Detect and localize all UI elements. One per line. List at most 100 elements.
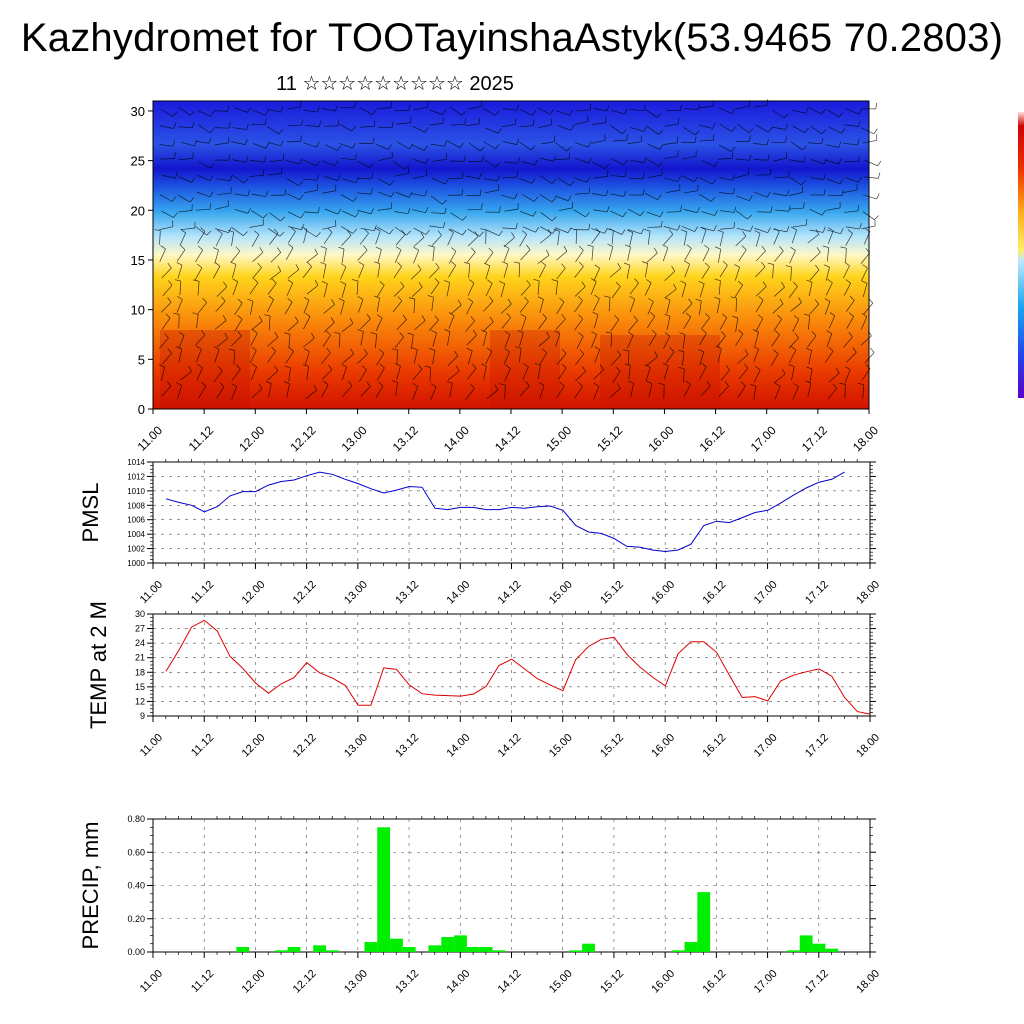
- wind-barb: [735, 236, 747, 247]
- wind-barb-flag: [244, 138, 248, 145]
- wind-barb: [321, 160, 335, 167]
- wind-barb-flag: [714, 296, 721, 300]
- wind-barb: [520, 249, 531, 261]
- wind-barb: [302, 266, 312, 278]
- wind-barb-flag: [192, 312, 199, 315]
- wind-barb-flag: [350, 348, 354, 355]
- wind-barb-flag: [827, 227, 834, 232]
- wind-barb: [484, 252, 494, 264]
- wind-barb-flag: [515, 222, 518, 229]
- wind-barb: [683, 209, 698, 213]
- wind-barb-flag: [448, 312, 455, 316]
- wind-barb: [413, 227, 427, 235]
- wind-barb: [322, 225, 336, 230]
- wind-barb-flag: [701, 362, 707, 368]
- wind-barb: [411, 286, 423, 298]
- wind-barb-flag: [165, 313, 171, 319]
- wind-barb-flag: [341, 363, 347, 368]
- wind-barb: [664, 156, 679, 159]
- wind-barb-flag: [783, 113, 789, 119]
- wind-barb: [845, 177, 859, 183]
- wind-barb-flag: [290, 227, 296, 232]
- wind-barb-flag: [389, 229, 394, 235]
- wind-barb: [718, 157, 733, 160]
- wind-barb: [807, 335, 817, 348]
- wind-barb-flag: [364, 228, 369, 234]
- wind-barb-flag: [623, 190, 627, 197]
- wind-barb-flag: [462, 172, 464, 179]
- wind-barb: [250, 333, 258, 346]
- wind-barb: [683, 231, 688, 246]
- wind-barb-flag: [859, 223, 862, 230]
- wind-barb-flag: [840, 246, 847, 249]
- wind-barb-flag: [526, 244, 531, 250]
- wind-barb-flag: [459, 142, 464, 148]
- wind-barb-flag: [648, 298, 654, 302]
- wind-barb: [735, 317, 739, 332]
- wind-barb-flag: [664, 313, 671, 317]
- wind-barb-flag: [363, 245, 368, 251]
- wind-barb: [772, 303, 784, 314]
- wind-barb: [340, 194, 354, 202]
- wind-barb-flag: [586, 176, 591, 183]
- wind-barb: [558, 207, 573, 211]
- wind-barb: [756, 124, 769, 133]
- wind-barb: [306, 285, 319, 295]
- wind-barb: [411, 209, 426, 214]
- wind-barb: [501, 317, 511, 329]
- wind-barb: [809, 369, 813, 383]
- wind-barb-flag: [257, 262, 262, 268]
- wind-barb: [702, 248, 710, 262]
- wind-barb: [522, 366, 529, 380]
- wind-barb: [735, 173, 749, 179]
- wind-barb-flag: [178, 332, 185, 336]
- wind-barb: [861, 225, 876, 230]
- wind-barb: [558, 177, 571, 187]
- wind-barb-flag: [551, 178, 557, 184]
- wind-barb: [628, 320, 638, 332]
- wind-barb-flag: [320, 246, 327, 249]
- wind-barb-flag: [390, 101, 392, 108]
- wind-barb: [321, 384, 329, 398]
- wind-barb: [827, 229, 841, 235]
- wind-barb: [646, 211, 661, 218]
- x-tick-label: 12.00: [240, 732, 268, 760]
- wind-barb: [699, 177, 713, 185]
- wind-barb: [682, 303, 693, 314]
- wind-barb-flag: [228, 348, 235, 351]
- wind-barb-flag: [337, 208, 342, 215]
- wind-barb-flag: [680, 104, 682, 111]
- wind-barb-flag: [769, 168, 772, 175]
- wind-barb: [198, 161, 211, 169]
- wind-barb: [734, 267, 740, 281]
- wind-barb: [792, 224, 807, 228]
- wind-barb: [863, 302, 874, 315]
- wind-barb-flag: [454, 350, 459, 357]
- wind-barb-flag: [280, 216, 286, 222]
- wind-barb: [591, 246, 594, 261]
- wind-barb-flag: [351, 126, 356, 132]
- wind-barb: [324, 176, 338, 181]
- wind-barb: [340, 225, 354, 234]
- wind-barb-flag: [767, 227, 771, 233]
- x-tick-label: 14.12: [492, 423, 523, 454]
- wind-barb-flag: [658, 382, 665, 385]
- wind-barb: [284, 301, 293, 315]
- wind-barb-flag: [262, 213, 268, 219]
- wind-barb-flag: [224, 332, 229, 339]
- wind-barb: [771, 334, 780, 347]
- wind-barb-flag: [815, 228, 820, 235]
- wind-barb-flag: [567, 195, 572, 201]
- wind-barb: [539, 157, 554, 162]
- wind-barb: [396, 365, 401, 380]
- wind-barb: [177, 194, 191, 203]
- wind-barb-flag: [766, 192, 771, 198]
- wind-barb: [215, 301, 226, 312]
- wind-barb-flag: [581, 281, 586, 287]
- wind-barb-flag: [857, 382, 864, 385]
- wind-barb-flag: [733, 206, 737, 213]
- x-tick-label: 15.12: [598, 732, 626, 760]
- wind-barb: [234, 209, 249, 214]
- wind-barb-flag: [868, 298, 874, 304]
- wind-barb-flag: [450, 261, 456, 266]
